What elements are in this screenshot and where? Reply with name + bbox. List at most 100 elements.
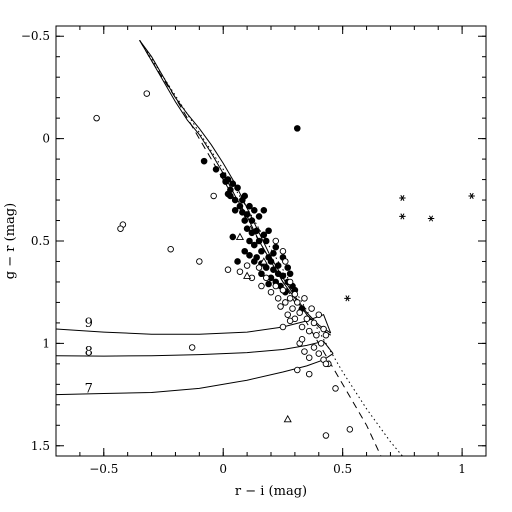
filled-circle-point [234, 184, 241, 192]
open-circle-point [258, 282, 265, 290]
filled-circle-point [267, 258, 275, 265]
open-circle-point [282, 299, 289, 306]
curve-7 [56, 353, 334, 396]
y-tick-label: −0.5 [21, 29, 50, 43]
filled-circle-point [231, 206, 239, 214]
open-circle-point [322, 360, 330, 368]
filled-circle-point [293, 125, 301, 132]
open-circle-point [346, 426, 354, 433]
filled-circle-point [258, 247, 265, 255]
axis-ticks: −0.5 0 0.5 1 −0.5 0 0.5 1 1.5 [21, 26, 487, 476]
filled-circle-point [250, 258, 258, 265]
open-circle-point [322, 331, 330, 339]
curve-label-7: 7 [85, 381, 93, 396]
filled-circle-point [241, 217, 249, 224]
curve-labels: 9 8 7 [85, 316, 93, 397]
asterisk-point [427, 215, 435, 222]
plot-frame [55, 25, 487, 457]
open-circle-point [332, 385, 339, 392]
filled-circle-point [255, 237, 263, 245]
y-tick-label: 1.5 [31, 439, 50, 453]
filled-circle-point [219, 172, 227, 179]
curve-label-8: 8 [85, 345, 93, 360]
open-circle-point [313, 331, 320, 339]
x-tick-label: −0.5 [89, 462, 118, 476]
filled-circle-point [241, 192, 249, 200]
filled-circle-point [270, 266, 277, 273]
open-circle-point [310, 319, 318, 327]
y-axis-label: g − r (mag) [3, 203, 18, 279]
filled-circle-point [260, 231, 268, 239]
asterisk-point [399, 194, 406, 202]
open-circle-point [301, 348, 308, 355]
open-circle-point [305, 327, 313, 335]
open-circle-point [286, 317, 294, 325]
open-circle-point [305, 370, 313, 378]
filled-circle-point [231, 196, 239, 204]
open-circle-point [294, 299, 301, 306]
model-curves [56, 40, 403, 456]
filled-circle-point [262, 264, 270, 271]
y-tick-label: 1 [42, 336, 50, 350]
filled-circle-point [248, 217, 256, 224]
open-circle-point [188, 344, 196, 351]
data-points [93, 90, 475, 439]
open-circle-point [308, 305, 315, 312]
filled-circle-point [250, 241, 258, 249]
filled-circle-point [253, 227, 260, 235]
asterisk-point [399, 213, 406, 220]
open-circle-point [298, 323, 306, 331]
open-triangle-point [283, 414, 292, 423]
open-circle-point [298, 336, 306, 343]
x-axis-label: r − i (mag) [235, 484, 307, 499]
open-circle-point [274, 295, 282, 302]
open-triangle-point [235, 232, 245, 240]
open-circle-point [286, 295, 294, 302]
open-circle-point [262, 274, 270, 282]
filled-circle-point [272, 243, 280, 251]
open-circle-point [303, 315, 311, 323]
filled-circle-point [284, 264, 292, 271]
curve-9 [56, 314, 332, 335]
filled-circle-point [234, 258, 241, 265]
x-tick-label: 0 [219, 462, 227, 476]
filled-circle-point [224, 190, 232, 198]
filled-circle-point [229, 233, 237, 241]
filled-circle-point [279, 272, 287, 280]
filled-circle-point [200, 157, 208, 165]
filled-circle-point [212, 166, 220, 173]
filled-circle-point [243, 225, 251, 233]
open-circle-point [282, 258, 289, 265]
open-circle-point [284, 311, 291, 318]
filled-circle-point [236, 202, 244, 210]
filled-circle-point [229, 180, 237, 187]
open-circle-point [196, 258, 203, 265]
open-circle-point [310, 344, 318, 351]
open-circle-point [279, 323, 287, 331]
open-circle-point [315, 311, 323, 318]
open-circle-point [267, 288, 275, 296]
open-circle-point [322, 432, 330, 439]
open-circle-point [93, 114, 100, 122]
filled-circle-point [286, 270, 294, 278]
filled-circle-point [246, 237, 253, 245]
open-circle-point [305, 354, 313, 361]
filled-circle-point [246, 252, 253, 259]
filled-circle-point [274, 262, 282, 269]
asterisk-point [468, 192, 475, 199]
filled-circle-point [246, 202, 253, 210]
open-circle-point [301, 295, 308, 302]
open-circle-point [272, 237, 280, 245]
open-circle-point [277, 303, 284, 310]
asterisk-point [344, 295, 351, 302]
open-circle-point [279, 247, 287, 255]
open-circle-point [272, 282, 280, 290]
open-circle-point [255, 264, 263, 271]
open-circle-point [294, 366, 301, 374]
x-tick-label: 0.5 [333, 462, 352, 476]
filled-circle-point [265, 227, 272, 235]
filled-circle-point [260, 206, 268, 214]
open-circle-point [296, 309, 303, 316]
filled-circle-point [265, 280, 272, 288]
